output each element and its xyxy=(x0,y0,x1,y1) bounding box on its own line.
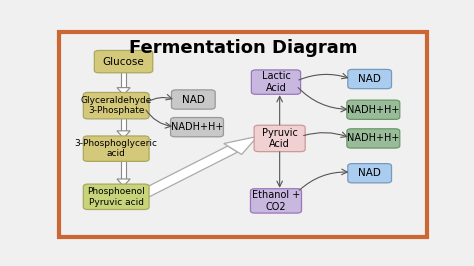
FancyBboxPatch shape xyxy=(347,100,400,119)
FancyBboxPatch shape xyxy=(171,118,223,137)
Polygon shape xyxy=(117,131,130,138)
Text: Glyceraldehyde
3-Phosphate: Glyceraldehyde 3-Phosphate xyxy=(81,96,152,115)
FancyBboxPatch shape xyxy=(254,125,305,152)
Polygon shape xyxy=(117,179,130,186)
FancyBboxPatch shape xyxy=(83,93,149,119)
FancyBboxPatch shape xyxy=(172,90,215,109)
Text: NADH+H+: NADH+H+ xyxy=(171,122,223,132)
Text: Glucose: Glucose xyxy=(103,57,145,66)
Text: NAD: NAD xyxy=(358,74,381,84)
FancyBboxPatch shape xyxy=(348,164,392,183)
Text: Fermentation Diagram: Fermentation Diagram xyxy=(128,39,357,57)
FancyBboxPatch shape xyxy=(83,136,149,161)
FancyBboxPatch shape xyxy=(348,69,392,89)
Text: Ethanol +
CO2: Ethanol + CO2 xyxy=(252,190,300,212)
FancyBboxPatch shape xyxy=(94,51,153,73)
Polygon shape xyxy=(224,136,258,155)
Polygon shape xyxy=(139,146,237,197)
Text: NADH+H+: NADH+H+ xyxy=(347,105,400,115)
FancyBboxPatch shape xyxy=(251,70,301,94)
Text: Lactic
Acid: Lactic Acid xyxy=(262,71,291,93)
Polygon shape xyxy=(120,116,127,131)
Text: NAD: NAD xyxy=(182,94,205,105)
Polygon shape xyxy=(120,159,127,179)
FancyBboxPatch shape xyxy=(250,189,301,213)
FancyBboxPatch shape xyxy=(83,184,149,210)
Polygon shape xyxy=(117,88,130,95)
Text: Phosphoenol
Pyruvic acid: Phosphoenol Pyruvic acid xyxy=(87,187,145,206)
Text: Pyruvic
Acid: Pyruvic Acid xyxy=(262,128,298,149)
Text: 3-Phosphoglyceric
acid: 3-Phosphoglyceric acid xyxy=(75,139,158,158)
Text: NAD: NAD xyxy=(358,168,381,178)
FancyBboxPatch shape xyxy=(347,129,400,148)
Text: NADH+H+: NADH+H+ xyxy=(347,134,400,143)
Polygon shape xyxy=(120,70,127,88)
